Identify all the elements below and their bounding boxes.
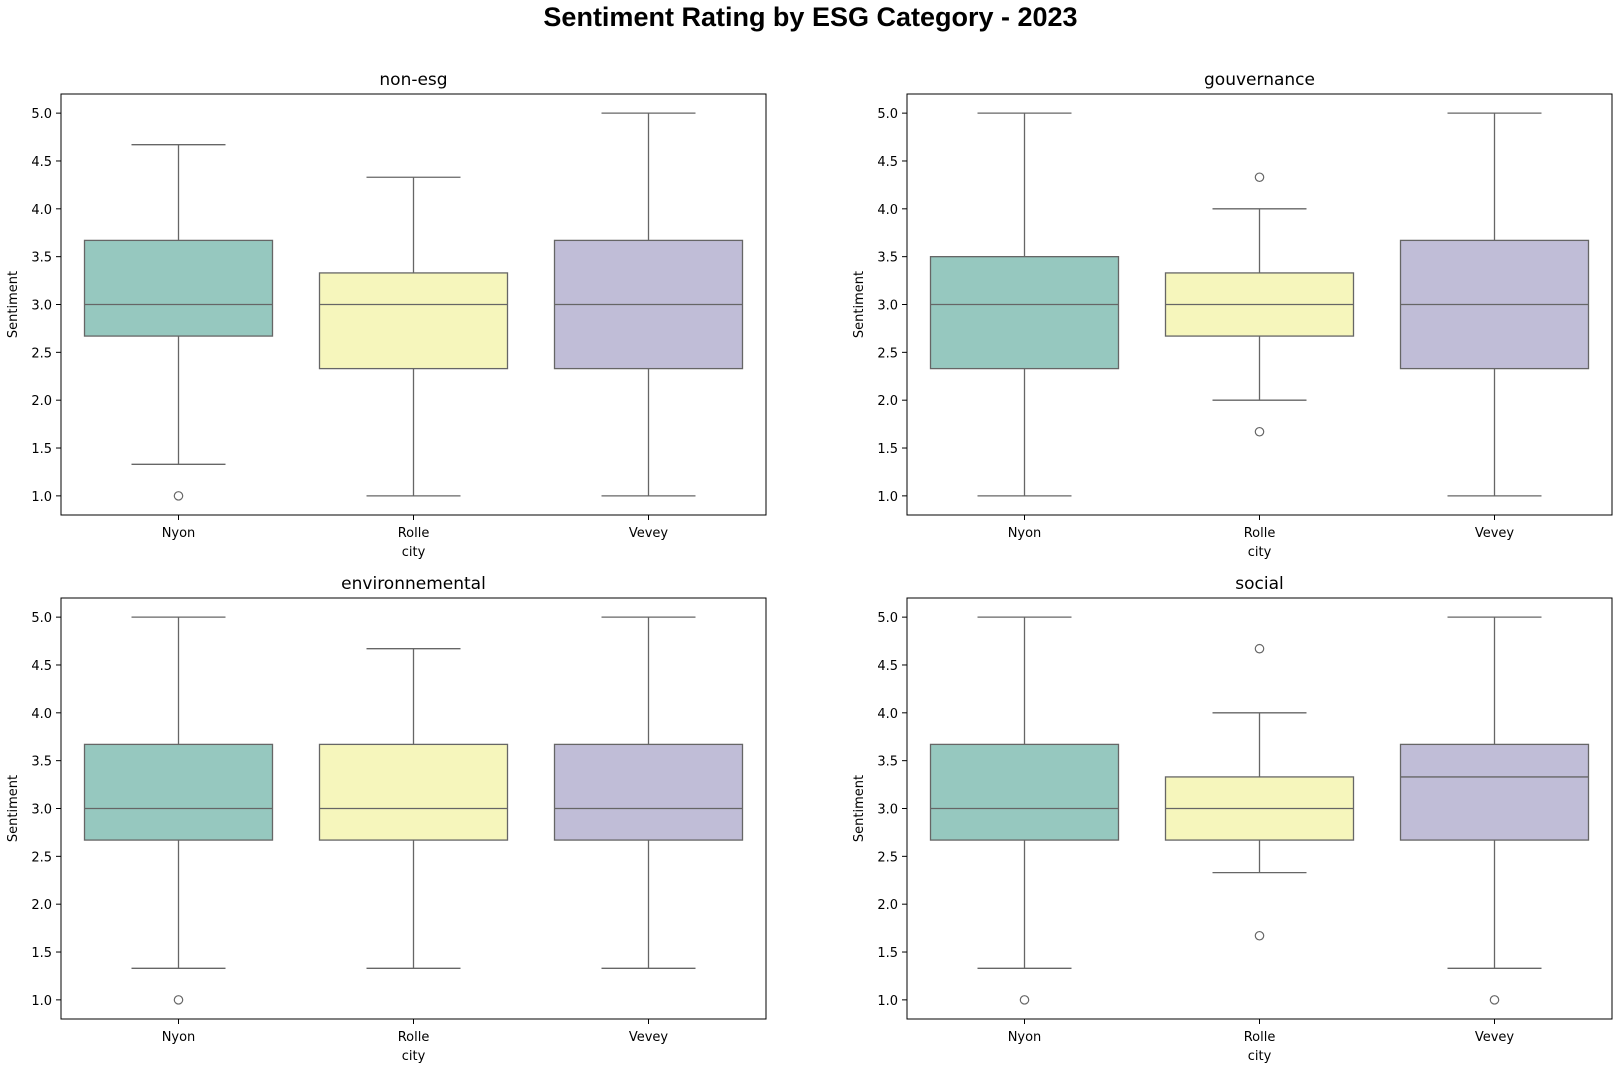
- y-tick-label: 1.0: [31, 994, 52, 1009]
- y-tick-label: 3.5: [877, 251, 898, 266]
- x-tick-label: Rolle: [398, 1030, 430, 1045]
- x-tick-label: Vevey: [1475, 1030, 1515, 1045]
- outlier-point: [1254, 172, 1265, 183]
- subplot-social: social 1.0 1.5 2.0 2.5 3.0 3.5 4.0 4.5 5.0 Sentime…: [852, 574, 1613, 1064]
- y-tick-label: 4.5: [31, 155, 52, 170]
- box-Vevey: [553, 112, 744, 497]
- y-axis-label: Sentiment: [6, 775, 21, 842]
- x-tick-label: Nyon: [162, 526, 196, 541]
- x-axis-label: city: [402, 1049, 426, 1064]
- outlier-point: [173, 995, 184, 1005]
- y-tick-label: 5.0: [877, 107, 898, 122]
- box-body: [318, 743, 509, 841]
- y-tick-label: 2.0: [31, 898, 52, 913]
- subplot-environnemental: environnemental 1.0 1.5 2.0 2.5 3.0 3.5 4.0 4.5 5…: [6, 574, 767, 1064]
- y-axis-label: Sentiment: [852, 271, 867, 338]
- x-tick-label: Nyon: [1008, 1030, 1042, 1045]
- x-tick-label: Rolle: [1244, 526, 1276, 541]
- box-Rolle: [1164, 643, 1355, 941]
- box-Rolle: [318, 648, 509, 969]
- x-tick-label: Rolle: [1244, 1030, 1276, 1045]
- y-tick-label: 5.0: [877, 611, 898, 626]
- box-body: [318, 272, 509, 370]
- box-body: [1399, 743, 1590, 841]
- subplot-title: social: [1235, 574, 1283, 594]
- y-axis-label: Sentiment: [852, 775, 867, 842]
- y-tick-label: 4.0: [31, 707, 52, 722]
- x-axis-label: city: [1248, 1049, 1272, 1064]
- y-tick-label: 2.0: [31, 394, 52, 409]
- x-tick-label: Vevey: [629, 1030, 669, 1045]
- y-tick-label: 2.5: [877, 850, 898, 865]
- outlier-point: [1019, 995, 1030, 1005]
- y-tick-label: 5.0: [31, 611, 52, 626]
- subplot-title: non-esg: [379, 70, 447, 90]
- y-tick-label: 1.5: [877, 442, 898, 457]
- y-tick-label: 3.0: [31, 803, 52, 818]
- y-tick-label: 1.5: [31, 442, 52, 457]
- y-tick-label: 5.0: [31, 107, 52, 122]
- y-tick-label: 4.0: [877, 707, 898, 722]
- outlier-point: [1254, 426, 1265, 437]
- box-body: [553, 743, 744, 841]
- box-body: [929, 256, 1120, 370]
- x-tick-label: Vevey: [1475, 526, 1515, 541]
- y-tick-label: 4.5: [877, 659, 898, 674]
- axes-frame: [60, 597, 767, 1020]
- x-axis-label: city: [402, 545, 426, 560]
- y-tick-label: 3.5: [31, 755, 52, 770]
- y-tick-label: 2.5: [877, 346, 898, 361]
- subplot-non-esg: non-esg 1.0 1.5 2.0 2.5 3.0 3.5 4.0 4.5 5.0 Sentim…: [6, 70, 767, 560]
- y-tick-label: 1.5: [31, 946, 52, 961]
- x-tick-label: Vevey: [629, 526, 669, 541]
- y-tick-label: 3.5: [31, 251, 52, 266]
- box-Nyon: [929, 112, 1120, 497]
- y-tick-label: 2.5: [31, 850, 52, 865]
- y-tick-label: 2.5: [31, 346, 52, 361]
- subplot-gouvernance: gouvernance 1.0 1.5 2.0 2.5 3.0 3.5 4.0 4.5 5.0 Se…: [852, 70, 1613, 560]
- outlier-point: [1489, 995, 1500, 1005]
- y-tick-label: 1.5: [877, 946, 898, 961]
- y-tick-label: 4.5: [31, 659, 52, 674]
- y-tick-label: 4.5: [877, 155, 898, 170]
- axes-frame: [60, 93, 767, 516]
- box-Rolle: [1164, 172, 1355, 437]
- y-tick-label: 3.0: [877, 299, 898, 314]
- box-Rolle: [318, 176, 509, 497]
- x-axis-label: city: [1248, 545, 1272, 560]
- box-Nyon: [83, 144, 274, 501]
- subplot-title: gouvernance: [1204, 70, 1315, 90]
- y-tick-label: 2.0: [877, 394, 898, 409]
- y-tick-label: 4.0: [31, 203, 52, 218]
- y-axis-label: Sentiment: [6, 271, 21, 338]
- box-Nyon: [83, 616, 274, 1005]
- y-tick-label: 1.0: [877, 994, 898, 1009]
- y-tick-label: 1.0: [877, 490, 898, 505]
- x-tick-label: Rolle: [398, 526, 430, 541]
- box-Vevey: [1399, 112, 1590, 497]
- box-body: [83, 743, 274, 841]
- figure-title: Sentiment Rating by ESG Category - 2023: [543, 2, 1078, 32]
- y-tick-label: 3.0: [877, 803, 898, 818]
- subplot-title: environnemental: [341, 574, 486, 594]
- box-Nyon: [929, 616, 1120, 1005]
- box-Vevey: [1399, 616, 1590, 1005]
- outlier-point: [1254, 930, 1265, 941]
- box-Vevey: [553, 616, 744, 969]
- axes-frame: [906, 597, 1613, 1020]
- outlier-point: [1254, 643, 1265, 654]
- box-body: [929, 743, 1120, 841]
- x-tick-label: Nyon: [162, 1030, 196, 1045]
- y-tick-label: 2.0: [877, 898, 898, 913]
- axes-frame: [906, 93, 1613, 516]
- y-tick-label: 4.0: [877, 203, 898, 218]
- x-tick-label: Nyon: [1008, 526, 1042, 541]
- box-body: [83, 239, 274, 337]
- y-tick-label: 3.0: [31, 299, 52, 314]
- y-tick-label: 3.5: [877, 755, 898, 770]
- y-tick-label: 1.0: [31, 490, 52, 505]
- outlier-point: [173, 491, 184, 501]
